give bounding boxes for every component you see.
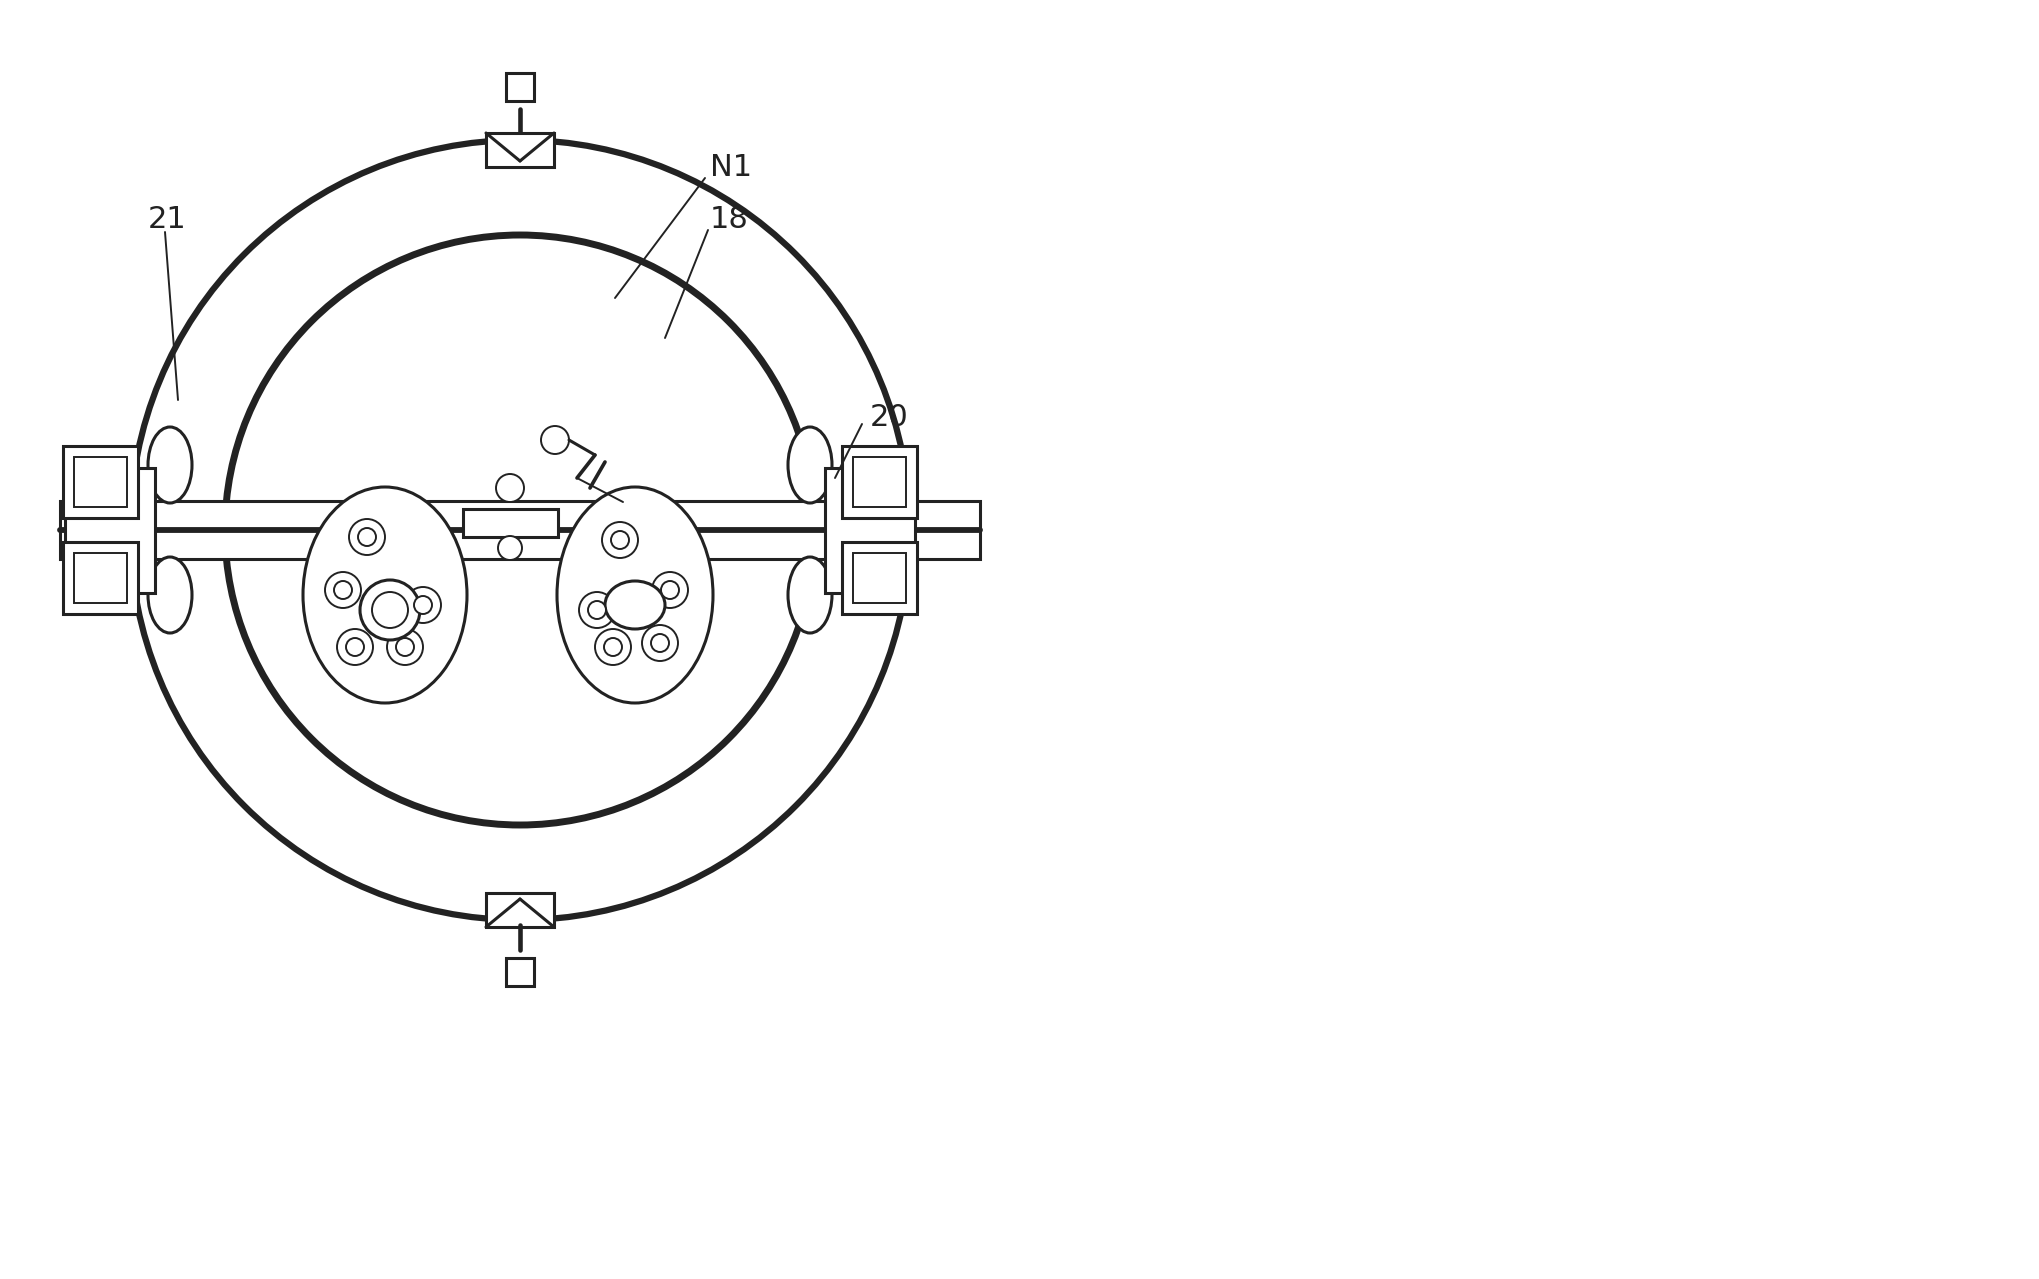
Bar <box>73 457 126 508</box>
Circle shape <box>612 531 628 549</box>
Bar <box>506 958 534 986</box>
Circle shape <box>579 592 616 628</box>
Bar <box>826 468 916 592</box>
Circle shape <box>498 536 522 560</box>
Circle shape <box>602 522 638 558</box>
Text: 18: 18 <box>710 206 748 234</box>
Bar <box>65 468 155 592</box>
Ellipse shape <box>149 427 192 503</box>
Bar <box>842 542 918 614</box>
Bar <box>842 446 918 518</box>
Bar <box>852 553 905 604</box>
Bar <box>852 457 905 508</box>
Circle shape <box>661 581 679 599</box>
Circle shape <box>495 475 524 501</box>
Bar <box>59 501 981 559</box>
Bar <box>63 446 139 518</box>
Ellipse shape <box>787 556 832 633</box>
Circle shape <box>359 528 375 546</box>
Text: 20: 20 <box>871 403 909 432</box>
Circle shape <box>130 139 909 920</box>
Circle shape <box>587 601 606 619</box>
Bar <box>485 133 555 168</box>
Circle shape <box>650 634 669 652</box>
Circle shape <box>224 235 816 825</box>
Circle shape <box>371 592 408 628</box>
Ellipse shape <box>149 556 192 633</box>
Circle shape <box>396 638 414 656</box>
Circle shape <box>324 572 361 608</box>
Text: N1: N1 <box>710 153 752 183</box>
Text: 21: 21 <box>149 206 188 234</box>
Circle shape <box>414 596 432 614</box>
Circle shape <box>642 625 679 661</box>
Circle shape <box>387 629 422 665</box>
Ellipse shape <box>606 581 665 629</box>
Circle shape <box>347 638 365 656</box>
Bar <box>485 893 555 927</box>
Circle shape <box>652 572 687 608</box>
Bar <box>63 542 139 614</box>
Circle shape <box>334 581 353 599</box>
Ellipse shape <box>304 487 467 703</box>
Circle shape <box>595 629 630 665</box>
Circle shape <box>336 629 373 665</box>
Bar <box>506 73 534 101</box>
Circle shape <box>349 519 385 555</box>
Circle shape <box>361 579 420 640</box>
Bar <box>463 509 557 537</box>
Circle shape <box>540 426 569 454</box>
Ellipse shape <box>557 487 714 703</box>
Bar <box>73 553 126 604</box>
Ellipse shape <box>787 427 832 503</box>
Circle shape <box>604 638 622 656</box>
Circle shape <box>406 587 440 623</box>
